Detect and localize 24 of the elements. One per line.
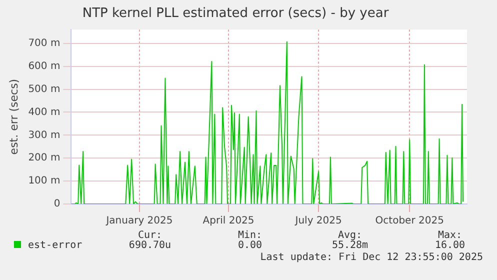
x-tick-label: July 2025 (294, 216, 342, 227)
y-axis-title: est. err (secs) (7, 78, 20, 155)
legend-label: est-error (27, 240, 82, 251)
x-tick-label: October 2025 (375, 216, 444, 227)
text: Last update: Fri Dec 12 23:55:00 2025 (260, 252, 483, 263)
x-tick-label: January 2025 (105, 216, 173, 227)
text: Min: (238, 230, 262, 241)
y-tick-label: 500 m (28, 84, 60, 95)
text: 690.70u (128, 240, 172, 251)
text: Avg: (338, 230, 362, 241)
x-tick-label: April 2025 (202, 216, 254, 227)
chart-title: NTP kernel PLL estimated error (secs) - by year (82, 6, 390, 22)
y-tick-label: 100 m (28, 176, 60, 187)
text: 55.28m (332, 240, 368, 251)
text: 16.00 (434, 240, 466, 251)
y-tick-label: 200 m (28, 152, 60, 164)
y-tick-label: 600 m (28, 60, 60, 72)
text: Cur: (138, 230, 162, 241)
y-tick-label: 300 m (28, 130, 60, 141)
text: Max: (438, 230, 462, 241)
y-tick-label: 400 m (28, 106, 60, 118)
text: 0.00 (238, 240, 262, 251)
y-tick-label: 0 (54, 198, 60, 210)
y-tick-label: 700 m (28, 38, 60, 49)
